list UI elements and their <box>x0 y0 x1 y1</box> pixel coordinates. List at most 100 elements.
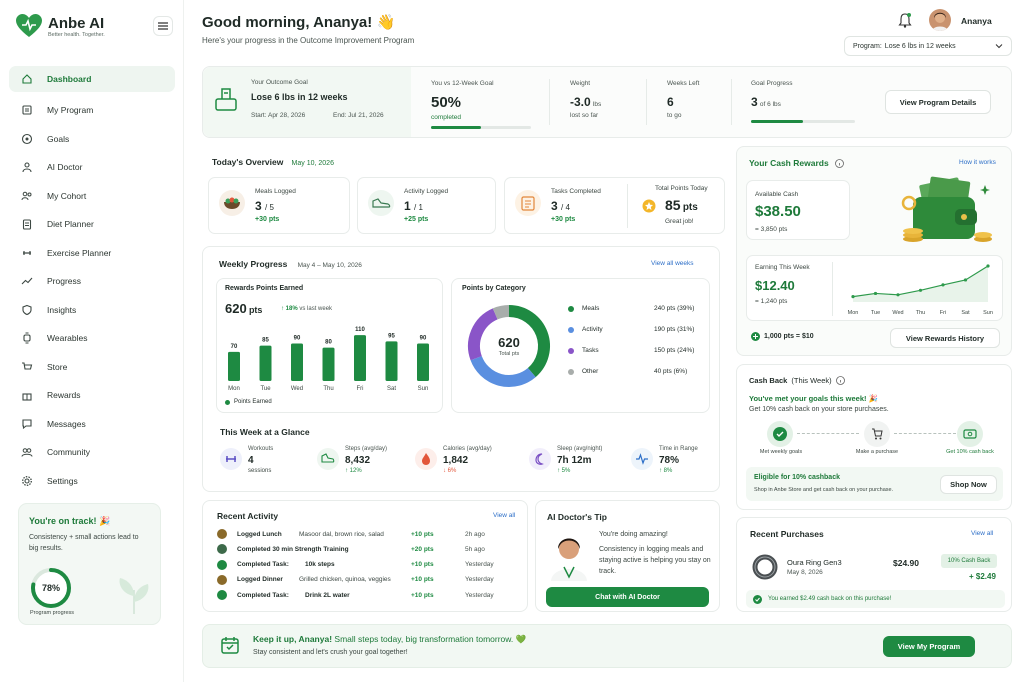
purchases-view-all-link[interactable]: View all <box>971 530 994 537</box>
line-area <box>853 266 988 302</box>
activity-row[interactable]: Logged Dinner Grilled chicken, quinoa, ve… <box>217 573 517 587</box>
bar[interactable] <box>291 343 303 382</box>
line-point[interactable] <box>986 264 990 268</box>
line-point[interactable] <box>918 288 923 292</box>
flame-icon <box>415 448 437 470</box>
meals-total: / 5 <box>265 203 274 212</box>
program-select[interactable]: Program: Lose 6 lbs in 12 weeks <box>844 36 1012 56</box>
meals-logged-card[interactable]: Meals Logged 3 / 5 +30 pts <box>208 177 350 234</box>
activity-logged-card[interactable]: Activity Logged 1 / 1 +25 pts <box>357 177 496 234</box>
activity-row[interactable]: Logged Lunch Masoor dal, brown rice, sala… <box>217 527 517 541</box>
info-icon[interactable] <box>835 376 845 385</box>
sidebar-item-wearables[interactable]: Wearables <box>9 324 175 353</box>
brand-logo[interactable]: Anbe AI Better health. Together. <box>16 14 105 38</box>
sidebar-item-my-cohort[interactable]: My Cohort <box>9 182 175 211</box>
activity-row[interactable]: Completed Task: 10k steps +10 pts Yesterday <box>217 558 517 572</box>
tip-text: Consistency in logging meals and staying… <box>599 546 711 575</box>
info-icon[interactable] <box>834 158 844 168</box>
sidebar-item-store[interactable]: Store <box>9 353 175 382</box>
bar-value-label: 70 <box>231 344 238 350</box>
sidebar-item-dashboard[interactable]: Dashboard <box>9 66 175 92</box>
pulse-icon <box>631 448 653 470</box>
user-name[interactable]: Ananya <box>961 16 992 26</box>
view-my-program-button[interactable]: View My Program <box>883 636 975 657</box>
meals-value: 3 <box>255 199 262 213</box>
meals-pts: +30 pts <box>255 216 280 223</box>
donut-slice[interactable] <box>508 305 550 378</box>
sidebar-item-label: Diet Planner <box>47 219 94 230</box>
legend-swatch <box>568 326 574 333</box>
glance-value: 4 <box>248 455 254 466</box>
bar[interactable] <box>259 345 272 381</box>
sidebar-item-goals[interactable]: Goals <box>9 125 175 154</box>
line-point[interactable] <box>896 293 900 297</box>
earning-week-value: $12.40 <box>755 278 795 293</box>
legend-label: Tasks <box>582 347 599 354</box>
cashback-met: You've met your goals this week! 🎉 <box>749 394 878 403</box>
goal-end-date: End: Jul 21, 2026 <box>333 112 384 119</box>
goal-progress-unit: of 6 lbs <box>759 101 781 108</box>
program-progress-value: 78% <box>41 583 60 593</box>
activity-time: Yesterday <box>465 561 494 569</box>
shop-now-button[interactable]: Shop Now <box>940 475 997 494</box>
activity-row[interactable]: Completed 30 min Strength Training +20 pt… <box>217 542 517 556</box>
sidebar-item-label: Settings <box>47 475 78 486</box>
activity-pts: +20 pts <box>411 545 434 553</box>
weight-value: -3.0 <box>570 95 591 109</box>
chevron-down-icon <box>995 44 1003 49</box>
sidebar-item-ai-doctor[interactable]: AI Doctor <box>9 153 175 182</box>
user-avatar[interactable] <box>929 9 951 31</box>
donut-slice[interactable] <box>468 308 498 361</box>
vs-goal-label: You vs 12-Week Goal <box>431 80 494 87</box>
category-title: Points by Category <box>462 285 526 292</box>
sidebar-item-progress[interactable]: Progress <box>9 267 175 296</box>
donut-slice[interactable] <box>492 305 510 320</box>
earning-week-label: Earning This Week <box>755 264 810 271</box>
cashback-badge: 10% Cash Back <box>941 554 997 568</box>
sidebar-item-community[interactable]: Community <box>9 438 175 467</box>
menu-toggle-button[interactable] <box>153 16 173 36</box>
glance-title: This Week at a Glance <box>220 427 310 437</box>
activity-title: Recent Activity <box>217 511 279 521</box>
purchase-item: Oura Ring Gen3 <box>787 558 842 567</box>
line-point[interactable] <box>963 278 968 282</box>
sidebar-item-insights[interactable]: Insights <box>9 296 175 325</box>
sidebar-item-label: My Program <box>47 105 94 116</box>
overview-date: May 10, 2026 <box>291 160 334 167</box>
activity-desc: 10k steps <box>305 561 335 569</box>
bar[interactable] <box>228 351 240 381</box>
line-point[interactable] <box>941 283 945 287</box>
view-all-weeks-link[interactable]: View all weeks <box>651 260 694 267</box>
greeting-subtitle: Here's your progress in the Outcome Impr… <box>202 36 415 45</box>
line-category-label: Thu <box>916 310 925 316</box>
bar[interactable] <box>385 341 398 381</box>
notification-bell-icon[interactable] <box>898 12 912 28</box>
sidebar-item-exercise-planner[interactable]: Exercise Planner <box>9 239 175 268</box>
legend-swatch <box>568 347 574 354</box>
points-by-category-card: Points by Category 620 Total pts <box>451 278 710 413</box>
shield-icon <box>21 304 33 316</box>
donut-slice[interactable] <box>470 355 536 387</box>
activity-view-all-link[interactable]: View all <box>493 512 516 519</box>
sidebar-item-my-program[interactable]: My Program <box>9 96 175 125</box>
weekly-earning-line-chart: Mon Tue Wed Thu Fri Sat Sun <box>848 264 993 316</box>
sidebar-item-diet-planner[interactable]: Diet Planner <box>9 210 175 239</box>
legend-value: 190 pts (31%) <box>654 326 695 333</box>
sidebar-item-messages[interactable]: Messages <box>9 410 175 439</box>
legend-swatch <box>568 368 574 375</box>
activity-row[interactable]: Completed Task: Drink 2L water +10 pts Yest… <box>217 588 517 602</box>
bar[interactable] <box>354 335 366 381</box>
sidebar-item-settings[interactable]: Settings <box>9 467 175 496</box>
chat-with-ai-doctor-button[interactable]: Chat with AI Doctor <box>546 587 709 607</box>
view-program-details-button[interactable]: View Program Details <box>885 90 991 114</box>
line-point[interactable] <box>873 291 878 296</box>
activity-total: / 1 <box>414 203 423 212</box>
view-rewards-history-button[interactable]: View Rewards History <box>890 328 1000 348</box>
line-point[interactable] <box>851 295 855 299</box>
bar[interactable] <box>417 343 429 382</box>
how-it-works-link[interactable]: How it works <box>959 159 996 166</box>
tasks-points-card[interactable]: Tasks Completed 3 / 4 +30 pts Total Poin… <box>504 177 725 234</box>
rewards-points-card: Rewards Points Earned 620 pts ↑ 18% vs l… <box>216 278 443 413</box>
sidebar-item-rewards[interactable]: Rewards <box>9 381 175 410</box>
bar[interactable] <box>322 347 335 381</box>
